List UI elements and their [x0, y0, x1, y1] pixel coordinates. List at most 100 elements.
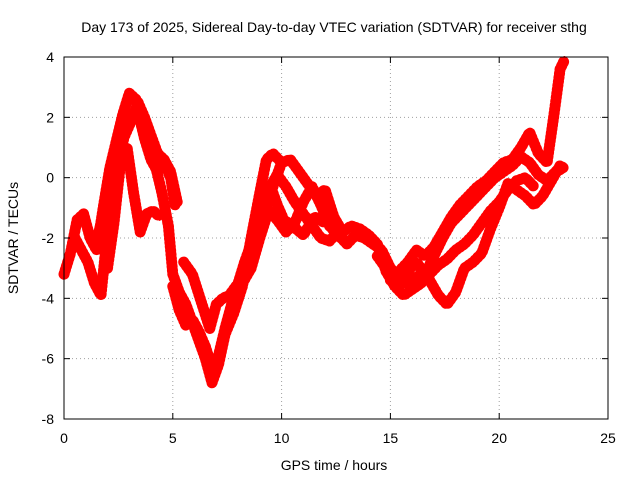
- data-point: [412, 246, 421, 255]
- data-point: [329, 212, 338, 221]
- data-point: [434, 291, 443, 300]
- series-track-10: [384, 54, 570, 286]
- data-point: [295, 167, 304, 176]
- data-point: [469, 258, 478, 267]
- data-point: [547, 176, 556, 185]
- data-point: [281, 227, 290, 236]
- data-point: [173, 197, 182, 206]
- data-point: [147, 155, 156, 164]
- data-point: [281, 182, 290, 191]
- data-point: [399, 279, 408, 288]
- data-point: [525, 158, 534, 167]
- data-point: [416, 270, 425, 279]
- data-point: [421, 252, 430, 261]
- data-point: [255, 221, 264, 230]
- data-point: [147, 131, 156, 140]
- data-point: [534, 170, 543, 179]
- data-point: [303, 179, 312, 188]
- data-point: [373, 252, 382, 261]
- data-point: [451, 246, 460, 255]
- data-point: [83, 258, 92, 267]
- data-point: [188, 270, 197, 279]
- data-point: [123, 143, 132, 152]
- x-tick-label: 15: [383, 430, 399, 446]
- data-point: [133, 98, 142, 107]
- data-point: [556, 161, 565, 170]
- data-point: [512, 185, 521, 194]
- data-point: [136, 227, 145, 236]
- data-point: [166, 167, 175, 176]
- series-marker-fringe: [258, 154, 540, 301]
- y-tick-label: 4: [46, 49, 54, 65]
- data-point: [316, 200, 325, 209]
- data-point: [262, 155, 271, 164]
- data-point: [503, 179, 512, 188]
- data-point: [499, 158, 508, 167]
- data-point: [129, 188, 138, 197]
- data-point: [556, 65, 565, 74]
- y-tick-label: -8: [42, 411, 55, 427]
- y-tick-label: -2: [42, 230, 55, 246]
- data-point: [490, 167, 499, 176]
- data-point: [227, 300, 236, 309]
- data-point: [140, 113, 149, 122]
- x-tick-label: 25: [600, 430, 616, 446]
- data-point: [273, 215, 282, 224]
- x-tick-label: 20: [491, 430, 507, 446]
- data-point: [325, 237, 334, 246]
- data-point: [225, 291, 234, 300]
- data-point: [286, 155, 295, 164]
- data-point: [473, 182, 482, 191]
- data-point: [525, 128, 534, 137]
- y-tick-label: -4: [42, 290, 55, 306]
- data-point: [534, 149, 543, 158]
- data-point: [342, 240, 351, 249]
- data-point: [73, 215, 82, 224]
- data-point: [181, 321, 190, 330]
- y-tick-labels: -8 -6 -4 -2 0 2 4: [42, 49, 55, 427]
- data-point: [338, 227, 347, 236]
- data-point: [434, 261, 443, 270]
- series-track-4: [102, 142, 166, 274]
- data-point: [96, 291, 105, 300]
- data-point: [325, 221, 334, 230]
- data-point: [247, 264, 256, 273]
- data-point: [116, 158, 125, 167]
- data-point: [66, 249, 75, 258]
- data-point: [316, 234, 325, 242]
- data-point: [120, 131, 129, 140]
- data-point: [460, 264, 469, 273]
- data-point: [103, 264, 112, 273]
- data-point: [386, 276, 395, 285]
- data-point: [308, 221, 317, 230]
- data-point: [168, 270, 177, 279]
- data-point: [90, 279, 99, 288]
- data-point: [92, 246, 101, 255]
- data-point: [77, 246, 86, 255]
- data-point: [86, 234, 95, 242]
- data-series: [58, 54, 570, 389]
- data-point: [268, 182, 277, 191]
- data-point: [175, 306, 184, 315]
- data-point: [118, 110, 127, 119]
- x-axis-label: GPS time / hours: [281, 457, 388, 473]
- data-point: [508, 155, 517, 164]
- data-point: [157, 188, 166, 197]
- data-point: [399, 291, 408, 300]
- data-point: [268, 149, 277, 158]
- data-point: [197, 297, 206, 306]
- x-tick-labels: 0 5 10 15 20 25: [60, 430, 616, 446]
- data-point: [231, 282, 240, 291]
- data-point: [460, 240, 469, 249]
- data-point: [153, 149, 162, 158]
- data-point: [125, 89, 134, 98]
- series-track-3: [93, 96, 183, 238]
- data-point: [94, 227, 103, 236]
- data-point: [442, 300, 451, 309]
- data-point: [464, 191, 473, 200]
- data-point: [425, 276, 434, 285]
- data-point: [142, 209, 151, 218]
- data-point: [168, 282, 177, 291]
- data-point: [477, 218, 486, 227]
